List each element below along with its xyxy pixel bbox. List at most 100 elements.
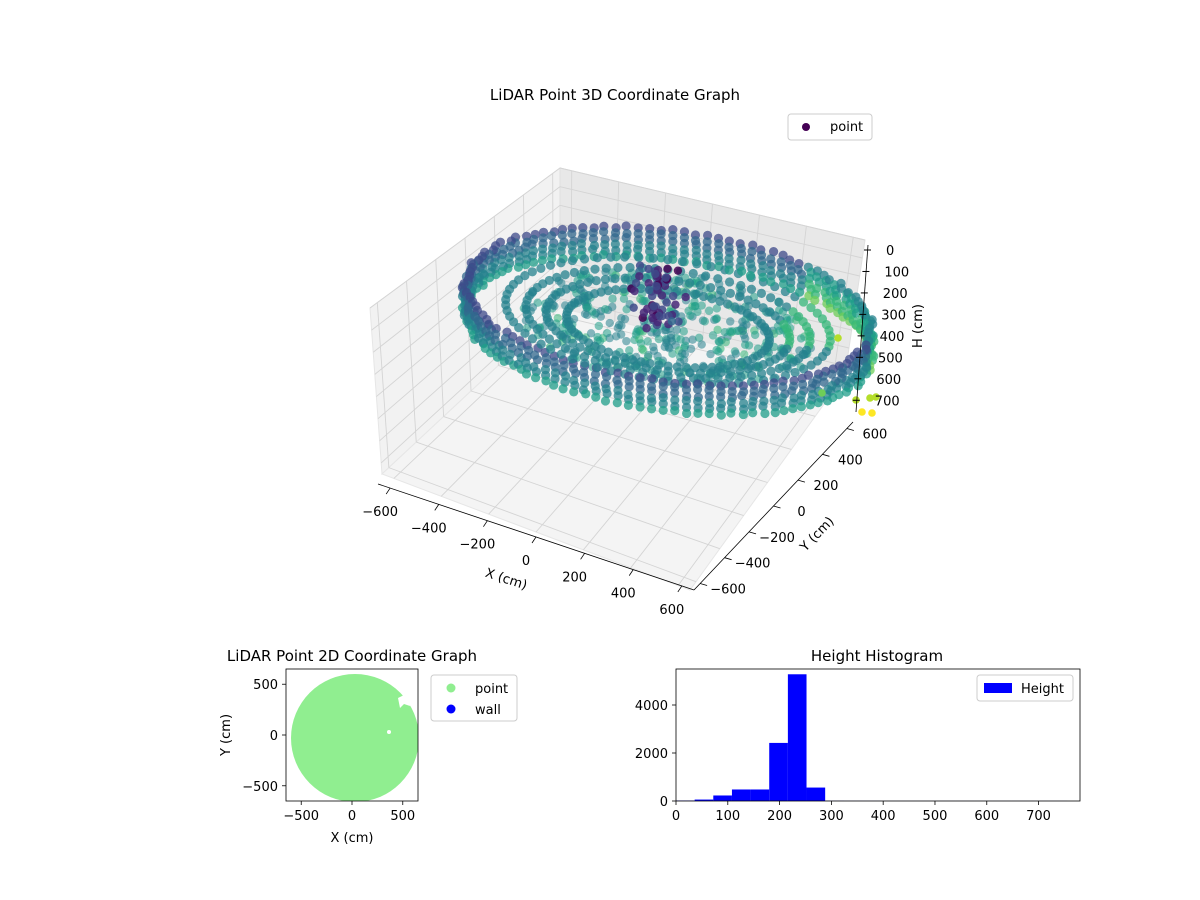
cloud-point [725,288,735,298]
histogram-x-tick-label: 300 [819,809,844,824]
cloud-point [654,360,664,370]
cloud-point [750,330,760,340]
histogram-bar [787,674,807,801]
cloud-point-outlier [818,389,826,397]
x-tick-label-3d: −600 [362,505,398,520]
cloud-point [667,317,677,326]
cloud-point [652,282,661,291]
cloud-point [686,311,695,320]
grid-line-z-left [377,260,561,420]
cloud-point [621,233,631,243]
cloud-point [625,262,635,273]
cloud-point [620,273,630,283]
cloud-point [701,271,711,281]
legend-3d-label: point [830,120,863,135]
cloud-point [724,277,735,287]
cloud-point [668,291,678,301]
x-tick-3d [531,536,537,544]
cloud-point [640,296,649,306]
histogram-bar [769,742,788,801]
cloud-point [667,337,677,346]
cloud-point [796,402,806,412]
cloud-point [603,286,613,296]
cloud-point [513,262,524,272]
cloud-point [624,382,634,392]
cloud-point [674,317,683,326]
x-tick-label-3d: −400 [411,521,447,536]
cloud-point [670,388,680,398]
cloud-point [514,323,524,333]
cloud-point [579,352,590,362]
cloud-point [688,335,697,344]
y-tick-label-3d: 600 [862,427,887,442]
cloud-point [688,268,698,279]
cloud-point [787,386,797,396]
cloud-point [568,354,578,364]
x-tick-label-3d: 0 [522,554,530,569]
cloud-point [751,299,761,309]
cloud-point [672,362,682,372]
cloud-point [549,380,559,390]
cloud-point [757,389,767,399]
cloud-point-outlier [866,394,874,402]
cloud-point [633,244,643,255]
cloud-point [538,329,548,339]
cloud-point [681,385,692,395]
cloud-point [706,349,715,359]
histogram-bar [731,789,751,801]
y-tick-3d [797,479,806,483]
point-cloud [457,221,880,420]
cloud-point [636,357,646,367]
cloud-point [637,344,647,354]
cloud-point [602,388,612,399]
cloud-point [679,327,688,336]
cloud-point [743,295,753,305]
cloud-point [730,359,740,369]
cloud-point [716,403,726,413]
cloud-point [751,362,761,372]
cloud-point [737,391,747,401]
cloud-point [583,277,593,287]
y-tick-label-3d: −600 [710,583,746,598]
cloud-point [606,252,616,262]
cloud-point [528,303,538,312]
cloud-point [670,406,680,416]
cloud-point [775,326,784,335]
y-tick-3d [773,505,781,509]
cloud-point [586,329,596,338]
cloud-point [756,288,767,298]
cloud-point [690,289,700,300]
chart-2d: LiDAR Point 2D Coordinate Graph −500 0 500… [219,647,518,846]
histogram-x-tick-label: 200 [767,809,792,824]
cloud-point [774,297,784,307]
cloud-point [704,391,714,401]
cloud-point [631,278,641,288]
cloud-point [591,276,601,286]
cloud-point [799,364,809,374]
cloud-point [778,279,789,289]
cloud-point [536,339,546,349]
cloud-point [736,280,746,291]
cloud-point [610,273,620,284]
chart-3d: LiDAR Point 3D Coordinate Graph −600 −400… [362,86,926,618]
cloud-point [690,302,699,311]
cloud-point [544,334,555,344]
histogram-ticks: 0 100 200 300 400 500 600 700 0 2000 4000 [635,699,1051,824]
grid-line-z-left [369,167,561,309]
histogram-bar [806,787,826,801]
cloud-point [588,307,597,316]
cloud-point [698,291,709,302]
y-tick-3d [724,557,732,561]
cloud-point [738,409,748,420]
cloud-point [681,362,691,373]
cloud-point [645,358,655,369]
cloud-point [532,355,543,365]
cloud-point [656,241,666,251]
cloud-point [654,311,664,321]
cloud-point [658,381,668,391]
cloud-point [527,334,538,344]
cloud-point [546,231,557,241]
grid-line-z [559,186,863,259]
cloud-point [810,295,820,305]
